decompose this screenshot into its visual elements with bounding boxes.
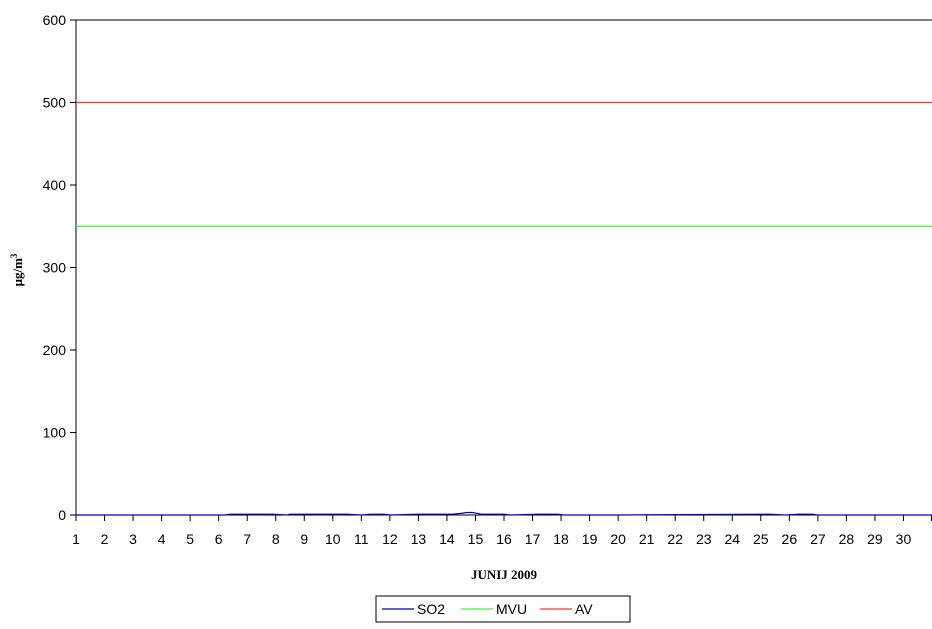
x-tick-label: 16 — [496, 531, 512, 547]
x-tick-label: 4 — [158, 531, 166, 547]
x-tick-label: 3 — [129, 531, 137, 547]
x-tick-label: 15 — [468, 531, 484, 547]
series-line-so2 — [76, 511, 932, 516]
y-tick-label: 500 — [43, 95, 67, 111]
x-tick-label: 10 — [325, 531, 341, 547]
x-tick-label: 11 — [354, 531, 369, 547]
x-tick-label: 25 — [753, 531, 769, 547]
x-axis-title: JUNIJ 2009 — [471, 567, 538, 582]
x-tick-label: 20 — [610, 531, 626, 547]
y-tick-label: 0 — [58, 507, 66, 523]
y-axis: 0 100 200 300 400 500 600 — [43, 12, 76, 523]
x-tick-label: 29 — [867, 531, 883, 547]
x-tick-label: 23 — [696, 531, 712, 547]
y-axis-title-superscript: 3 — [9, 253, 19, 258]
series-layer — [76, 101, 932, 516]
x-tick-label: 28 — [839, 531, 855, 547]
x-tick-label: 30 — [896, 531, 912, 547]
legend-label-mvu: MVU — [496, 601, 527, 617]
x-tick-label: 7 — [243, 531, 251, 547]
x-tick-label: 18 — [553, 531, 569, 547]
x-tick-label: 13 — [411, 531, 427, 547]
x-tick-label: 12 — [382, 531, 398, 547]
x-tick-label: 22 — [667, 531, 683, 547]
x-tick-label: 2 — [101, 531, 109, 547]
x-tick-label: 6 — [215, 531, 223, 547]
x-tick-label: 19 — [582, 531, 598, 547]
legend-box — [375, 595, 631, 623]
y-axis-title: μg/m3 — [9, 253, 25, 286]
y-axis-title-main: μg/m — [10, 258, 25, 286]
x-tick-label: 21 — [639, 531, 655, 547]
legend: SO2 MVU AV — [375, 595, 631, 623]
x-tick-label: 24 — [724, 531, 740, 547]
x-tick-label: 1 — [72, 531, 80, 547]
y-tick-label: 200 — [43, 342, 67, 358]
x-axis: 1 2 3 4 5 6 7 8 9 10 11 12 13 14 15 16 17 18 19 20 21 22 23 24 2… — [72, 515, 932, 547]
plot-area — [75, 19, 932, 516]
x-tick-label: 17 — [525, 531, 541, 547]
legend-label-so2: SO2 — [417, 601, 445, 617]
y-tick-label: 300 — [43, 260, 67, 276]
y-tick-label: 400 — [43, 177, 67, 193]
legend-label-av: AV — [575, 601, 593, 617]
x-tick-label: 26 — [782, 531, 798, 547]
x-tick-label: 27 — [810, 531, 826, 547]
x-tick-label: 9 — [300, 531, 308, 547]
x-tick-label: 5 — [186, 531, 194, 547]
x-tick-label: 8 — [272, 531, 280, 547]
y-tick-label: 600 — [43, 12, 67, 28]
x-tick-label: 14 — [439, 531, 455, 547]
y-tick-label: 100 — [43, 425, 67, 441]
